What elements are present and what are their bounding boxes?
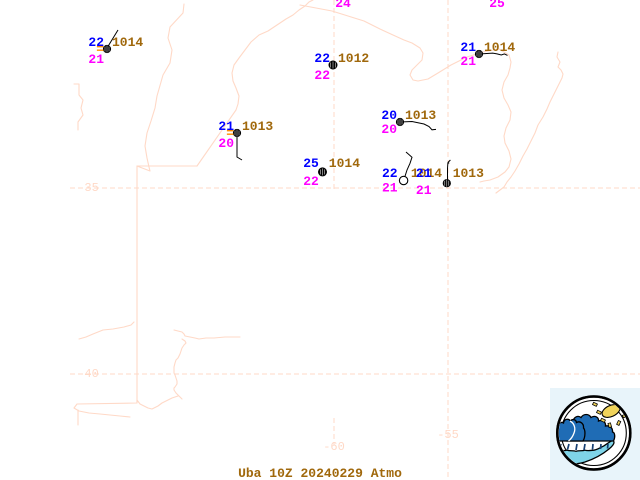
svg-text:22: 22 xyxy=(303,174,319,189)
svg-text:25: 25 xyxy=(489,0,505,11)
svg-text:-40: -40 xyxy=(77,367,99,381)
svg-text:22: 22 xyxy=(314,51,330,66)
svg-text:1014: 1014 xyxy=(484,40,515,55)
svg-text:22: 22 xyxy=(314,68,330,83)
svg-text:24: 24 xyxy=(335,0,351,11)
svg-text:1013: 1013 xyxy=(453,166,484,181)
svg-text:20: 20 xyxy=(218,136,234,151)
svg-text:1014: 1014 xyxy=(329,156,360,171)
svg-text:21: 21 xyxy=(382,181,398,196)
svg-text:-55: -55 xyxy=(437,428,459,442)
svg-text:25: 25 xyxy=(303,156,319,171)
svg-text:1013: 1013 xyxy=(405,108,436,123)
svg-text:21: 21 xyxy=(460,54,476,69)
svg-text:1013: 1013 xyxy=(242,119,273,134)
svg-text:21: 21 xyxy=(460,40,476,55)
svg-text:20: 20 xyxy=(381,122,397,137)
svg-text:22: 22 xyxy=(382,166,398,181)
svg-text:-35: -35 xyxy=(77,181,99,195)
svg-text:21: 21 xyxy=(416,183,432,198)
svg-text:21: 21 xyxy=(416,166,432,181)
svg-text:1014: 1014 xyxy=(112,35,143,50)
svg-text:21: 21 xyxy=(88,52,104,67)
svg-text:-60: -60 xyxy=(323,440,345,454)
svg-text:20: 20 xyxy=(381,108,397,123)
svg-text:1012: 1012 xyxy=(338,51,369,66)
svg-text:Uba 10Z 20240229 Atmo: Uba 10Z 20240229 Atmo xyxy=(238,466,402,480)
